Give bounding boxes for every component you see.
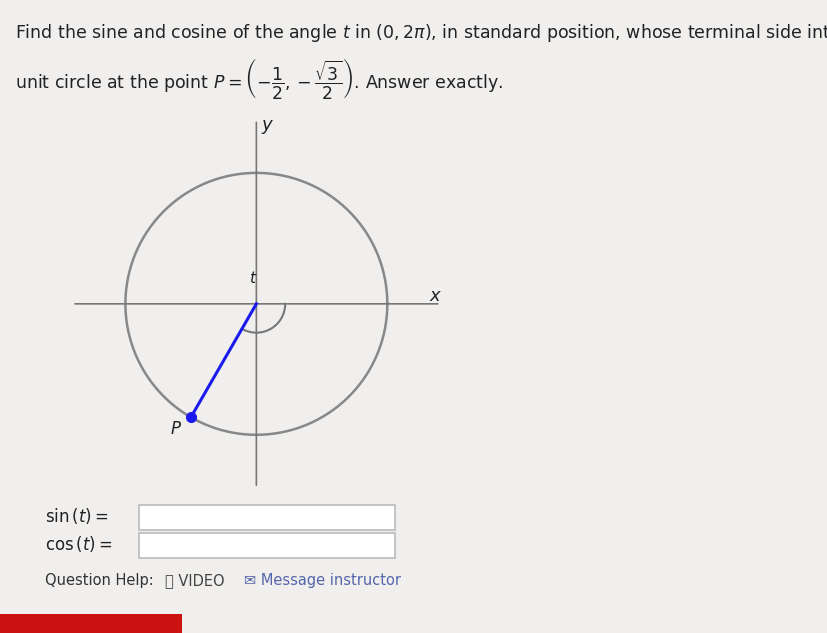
Text: Find the sine and cosine of the angle $t$ in $(0, 2\pi)$, in standard position, : Find the sine and cosine of the angle $t… [15, 22, 827, 44]
Text: $\sin\left(t\right) =$: $\sin\left(t\right) =$ [45, 506, 109, 526]
Text: ✉ Message instructor: ✉ Message instructor [244, 573, 401, 588]
Text: t: t [250, 272, 256, 287]
Text: P: P [170, 420, 180, 438]
Text: x: x [429, 287, 440, 305]
Text: $\cos\left(t\right) =$: $\cos\left(t\right) =$ [45, 534, 113, 555]
Text: unit circle at the point $P = \left(-\dfrac{1}{2}, -\dfrac{\sqrt{3}}{2}\right)$.: unit circle at the point $P = \left(-\df… [15, 57, 503, 102]
Text: y: y [261, 116, 272, 134]
Text: Question Help:: Question Help: [45, 573, 159, 588]
Text: 📄 VIDEO: 📄 VIDEO [165, 573, 225, 588]
